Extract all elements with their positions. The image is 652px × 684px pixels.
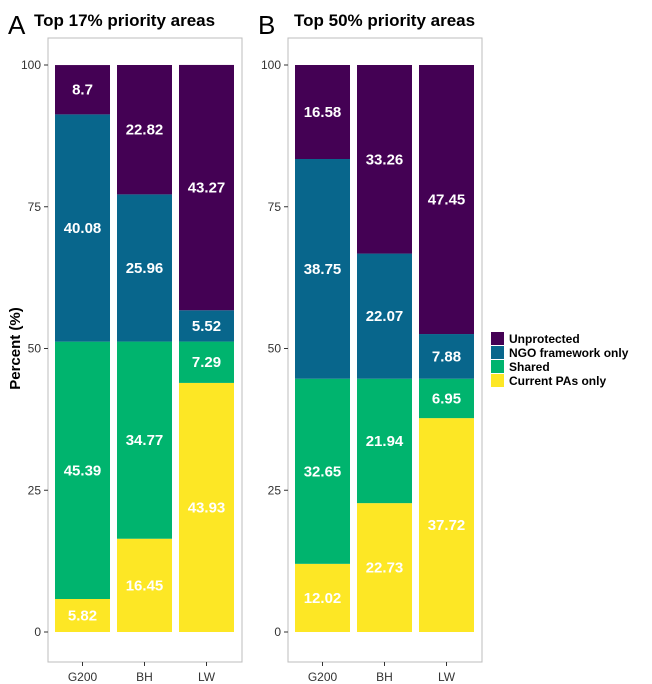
data-label: 22.07 [366, 308, 404, 325]
data-label: 25.96 [126, 260, 164, 277]
x-tick-label: LW [198, 670, 216, 684]
x-tick-label: BH [136, 670, 153, 684]
data-label: 22.82 [126, 122, 164, 139]
y-tick-label: 25 [268, 483, 282, 497]
legend-label: Shared [509, 360, 550, 374]
data-label: 7.29 [192, 354, 221, 371]
data-label: 6.95 [432, 390, 461, 407]
legend-label: NGO framework only [509, 346, 629, 360]
bar-segment [419, 334, 474, 379]
bar-segment [419, 65, 474, 335]
panel-letter: A [8, 10, 26, 40]
legend-label: Current PAs only [509, 374, 606, 388]
y-tick-label: 50 [28, 342, 42, 356]
y-tick-label: 100 [21, 58, 41, 72]
bar-segment [295, 563, 350, 632]
data-label: 8.7 [72, 82, 93, 99]
bar-segment [179, 341, 234, 383]
data-label: 7.88 [432, 348, 461, 365]
bar-segment [357, 65, 412, 254]
bar-segment [179, 310, 234, 342]
y-tick-label: 0 [34, 625, 41, 639]
legend-swatch [491, 332, 504, 345]
data-label: 34.77 [126, 432, 164, 449]
bar-segment [55, 341, 110, 600]
bar-segment [117, 194, 172, 342]
panel-title: Top 17% priority areas [34, 11, 215, 30]
data-label: 12.02 [304, 590, 342, 607]
data-label: 38.75 [304, 261, 342, 278]
bar-segment [55, 114, 110, 342]
legend-swatch [491, 360, 504, 373]
data-label: 47.45 [428, 192, 466, 209]
x-tick-label: BH [376, 670, 393, 684]
y-tick-label: 0 [274, 625, 281, 639]
panel-title: Top 50% priority areas [294, 11, 475, 30]
data-label: 40.08 [64, 220, 102, 237]
data-label: 16.45 [126, 577, 164, 594]
data-label: 5.82 [68, 608, 97, 625]
data-label: 33.26 [366, 151, 404, 168]
bar-segment [295, 65, 350, 160]
bar-segment [179, 382, 234, 632]
data-label: 43.93 [188, 499, 226, 516]
data-label: 22.73 [366, 560, 404, 577]
data-label: 45.39 [64, 462, 102, 479]
data-label: 43.27 [188, 180, 226, 197]
bar-segment [357, 253, 412, 379]
data-label: 32.65 [304, 463, 342, 480]
bar-segment [55, 599, 110, 632]
bar-segment [357, 503, 412, 632]
legend-label: Unprotected [509, 332, 580, 346]
bar-segment [117, 65, 172, 195]
legend-swatch [491, 374, 504, 387]
y-axis-title: Percent (%) [7, 307, 24, 390]
x-tick-label: LW [438, 670, 456, 684]
x-tick-label: G200 [68, 670, 98, 684]
bar-segment [55, 65, 110, 115]
bar-segment [357, 378, 412, 504]
y-tick-label: 75 [28, 200, 42, 214]
data-label: 5.52 [192, 318, 221, 335]
legend-swatch [491, 346, 504, 359]
bar-segment [117, 341, 172, 539]
panel-a: A Top 17% priority areas 0 25 50 75 100 5.82 45.… [7, 10, 243, 684]
bar-segment [419, 418, 474, 632]
y-tick-label: 50 [268, 342, 282, 356]
data-label: 37.72 [428, 517, 466, 534]
bar-segment [117, 538, 172, 632]
y-tick-label: 25 [28, 483, 42, 497]
bar-segment [419, 378, 474, 419]
y-tick-label: 100 [261, 58, 281, 72]
bar-segment [295, 378, 350, 564]
x-tick-label: G200 [308, 670, 338, 684]
y-tick-label: 75 [268, 200, 282, 214]
panel-letter: B [258, 10, 275, 40]
bar-segment [179, 64, 234, 311]
bar-segment [295, 159, 350, 379]
data-label: 21.94 [366, 433, 404, 450]
panel-b: B Top 50% priority areas 0 25 50 75 100 12.02 32… [258, 10, 483, 684]
data-label: 16.58 [304, 104, 342, 121]
